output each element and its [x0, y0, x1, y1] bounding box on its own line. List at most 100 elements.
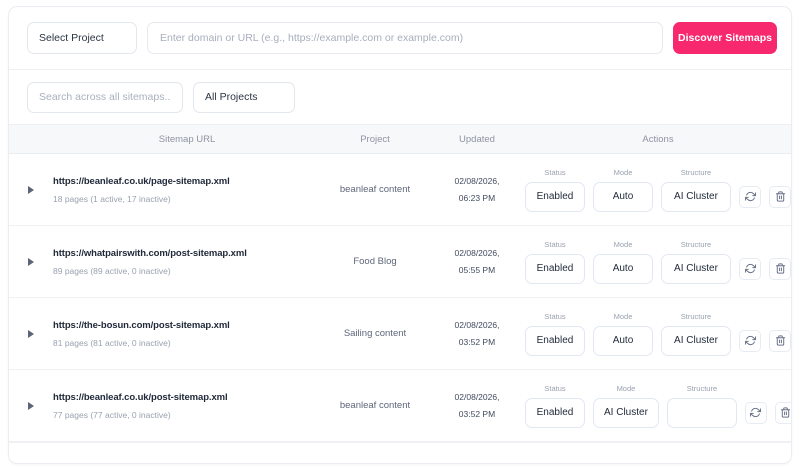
trash-icon [775, 263, 785, 274]
table-row: https://the-bosun.com/post-sitemap.xml 8… [9, 298, 791, 370]
mode-select[interactable]: Auto [593, 181, 653, 212]
select-project-label: Select Project [39, 32, 104, 44]
structure-select[interactable]: AI Cluster [661, 253, 731, 284]
table-row: https://beanleaf.co.uk/post-sitemap.xml … [9, 370, 791, 442]
expand-row-button[interactable] [9, 401, 53, 410]
structure-select[interactable]: AI Cluster [661, 325, 731, 356]
filter-toolbar: All Projects [9, 70, 791, 124]
refresh-button[interactable] [739, 329, 761, 352]
projects-filter-label: All Projects [205, 91, 258, 103]
delete-button[interactable] [774, 401, 791, 424]
status-control: Status Enabled [525, 240, 585, 284]
sitemap-page-count: 89 pages (89 active, 0 inactive) [53, 265, 171, 276]
row-actions: Status Enabled Mode Auto Structure AI Cl… [525, 168, 791, 212]
refresh-icon [744, 191, 756, 202]
delete-button[interactable] [769, 329, 791, 352]
project-name: Food Blog [353, 256, 397, 267]
updated-cell: 02/08/2026, 06:23 PM [429, 173, 525, 205]
status-control: Status Enabled [525, 312, 585, 356]
mode-control: Mode Auto [593, 168, 653, 212]
row-actions: Status Enabled Mode Auto Structure AI Cl… [525, 240, 791, 284]
structure-control: Structure AI Cluster [661, 240, 731, 284]
structure-control: Structure [666, 383, 737, 428]
sitemaps-table: Sitemap URL Project Updated Actions http… [9, 124, 791, 460]
delete-button[interactable] [769, 257, 791, 280]
project-name: beanleaf content [339, 400, 411, 411]
mode-select[interactable]: Auto [593, 253, 653, 284]
sitemap-url-cell: https://whatpairswith.com/post-sitemap.x… [53, 248, 321, 276]
refresh-icon [744, 263, 756, 274]
discover-toolbar: Select Project Discover Sitemaps [9, 7, 791, 70]
updated-cell: 02/08/2026, 05:55 PM [429, 245, 525, 277]
trash-icon [781, 407, 791, 418]
column-header-sitemap-url: Sitemap URL [158, 133, 216, 145]
updated-time: 06:23 PM [458, 192, 496, 203]
column-header-actions: Actions [642, 133, 674, 145]
updated-date: 02/08/2026, [454, 176, 500, 187]
expand-row-button[interactable] [9, 257, 53, 266]
sitemap-url-link[interactable]: https://beanleaf.co.uk/post-sitemap.xml [53, 391, 228, 403]
structure-select[interactable] [666, 397, 737, 428]
refresh-button[interactable] [739, 185, 761, 208]
sitemap-url-link[interactable]: https://beanleaf.co.uk/page-sitemap.xml [53, 175, 230, 187]
project-name: Sailing content [343, 328, 407, 339]
mode-control: Mode Auto [593, 240, 653, 284]
structure-select[interactable]: AI Cluster [661, 181, 731, 212]
select-project-dropdown[interactable]: Select Project [27, 22, 137, 54]
status-control: Status Enabled [525, 384, 585, 428]
mode-label: Mode [616, 383, 636, 393]
updated-date: 02/08/2026, [454, 320, 500, 331]
trash-icon [775, 191, 785, 202]
caret-right-icon[interactable] [28, 329, 34, 338]
mode-select[interactable]: AI Cluster [593, 397, 659, 428]
sitemaps-card: Select Project Discover Sitemaps All Pro… [8, 6, 792, 464]
project-name: beanleaf content [339, 184, 411, 195]
table-header-row: Sitemap URL Project Updated Actions [9, 124, 791, 154]
refresh-button[interactable] [744, 401, 767, 424]
mode-label: Mode [613, 239, 633, 249]
table-row: https://beanleaf.co.uk/page-sitemap.xml … [9, 154, 791, 226]
status-select[interactable]: Enabled [525, 397, 585, 428]
domain-url-input[interactable] [147, 22, 663, 54]
caret-right-icon[interactable] [28, 185, 34, 194]
sitemap-page-count: 18 pages (1 active, 17 inactive) [53, 193, 171, 204]
search-input[interactable] [27, 81, 183, 113]
structure-control: Structure AI Cluster [661, 168, 731, 212]
sitemap-url-link[interactable]: https://the-bosun.com/post-sitemap.xml [53, 319, 230, 331]
row-actions: Status Enabled Mode Auto Structure AI Cl… [525, 312, 791, 356]
table-row: https://whatpairswith.com/post-sitemap.x… [9, 226, 791, 298]
row-actions: Status Enabled Mode AI Cluster Structure [525, 383, 791, 428]
sitemap-url-cell: https://beanleaf.co.uk/post-sitemap.xml … [53, 392, 321, 420]
structure-label: Structure [680, 311, 712, 321]
status-select[interactable]: Enabled [525, 325, 585, 356]
delete-button[interactable] [769, 185, 791, 208]
caret-right-icon[interactable] [28, 257, 34, 266]
structure-label: Structure [686, 383, 718, 393]
updated-cell: 02/08/2026, 03:52 PM [429, 389, 525, 421]
caret-right-icon[interactable] [28, 401, 34, 410]
updated-cell: 02/08/2026, 03:52 PM [429, 317, 525, 349]
sitemap-page-count: 77 pages (77 active, 0 inactive) [53, 409, 171, 420]
updated-date: 02/08/2026, [454, 392, 500, 403]
status-label: Status [544, 311, 566, 321]
refresh-button[interactable] [739, 257, 761, 280]
refresh-icon [744, 335, 756, 346]
sitemap-page-count: 81 pages (81 active, 0 inactive) [53, 337, 171, 348]
expand-row-button[interactable] [9, 185, 53, 194]
status-label: Status [544, 383, 566, 393]
sitemap-url-link[interactable]: https://whatpairswith.com/post-sitemap.x… [53, 247, 247, 259]
status-label: Status [544, 167, 566, 177]
updated-time: 03:52 PM [458, 336, 496, 347]
discover-sitemaps-button[interactable]: Discover Sitemaps [673, 22, 777, 54]
status-select[interactable]: Enabled [525, 253, 585, 284]
projects-filter-dropdown[interactable]: All Projects [193, 81, 295, 113]
structure-control: Structure AI Cluster [661, 312, 731, 356]
status-select[interactable]: Enabled [525, 181, 585, 212]
updated-time: 05:55 PM [458, 264, 496, 275]
status-control: Status Enabled [525, 168, 585, 212]
column-header-project: Project [360, 133, 390, 145]
mode-select[interactable]: Auto [593, 325, 653, 356]
expand-row-button[interactable] [9, 329, 53, 338]
sitemap-url-cell: https://the-bosun.com/post-sitemap.xml 8… [53, 320, 321, 348]
